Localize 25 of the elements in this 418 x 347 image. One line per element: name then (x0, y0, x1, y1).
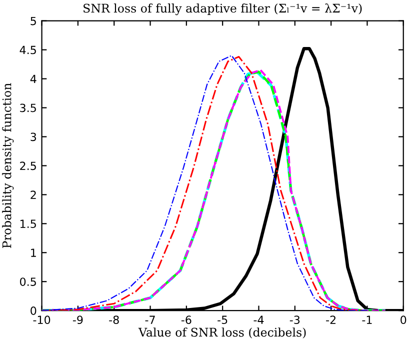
y-tick-label: 0 (30, 306, 36, 315)
x-tick-label: 0 (400, 316, 406, 324)
y-tick-label: 3 (30, 132, 36, 142)
x-tick-label: -7 (145, 316, 155, 324)
chart-title: SNR loss of fully adaptive filter (Σₗ⁻¹v = λΣ⁻¹v) (84, 3, 362, 16)
x-tick-label: -10 (33, 316, 50, 324)
x-tick-label: -1 (362, 316, 372, 324)
y-axis-title: Probability density function (2, 83, 14, 248)
y-tick-label: 3.5 (20, 104, 36, 112)
y-tick-label: 4.5 (20, 46, 36, 54)
x-tick-label: -5 (218, 316, 228, 324)
x-tick-label: -8 (109, 316, 119, 324)
x-tick-label: -4 (254, 316, 264, 324)
x-tick-label: -6 (181, 316, 192, 324)
y-tick-label: 5 (30, 16, 36, 26)
y-tick-label: 4 (30, 74, 36, 83)
y-tick-label: 2 (30, 190, 36, 199)
x-tick-label: -3 (290, 316, 300, 324)
y-tick-label: 2.5 (20, 162, 36, 170)
y-tick-label: 1 (31, 248, 36, 257)
y-tick-label: 1.5 (20, 220, 36, 228)
y-tick-label: 0.5 (20, 278, 36, 286)
x-tick-label: -2 (326, 316, 336, 324)
x-tick-label: -9 (72, 316, 83, 324)
x-axis-title: Value of SNR loss (decibels) (138, 328, 306, 338)
